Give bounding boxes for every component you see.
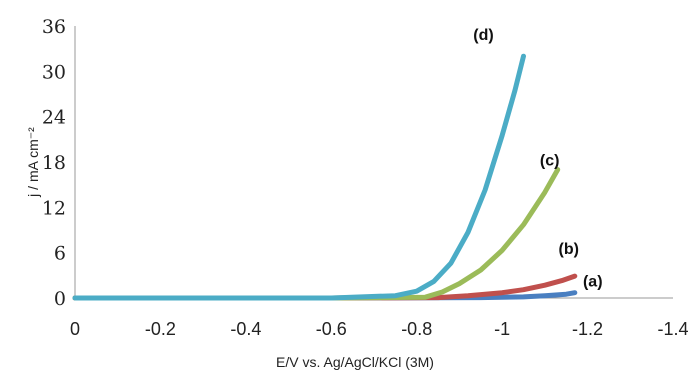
x-axis-title: E/V vs. Ag/AgCl/KCl (3M): [276, 354, 434, 370]
series-label-d: (d): [473, 27, 493, 44]
y-tick-label: 30: [42, 61, 66, 83]
series-line-b: [72, 273, 578, 301]
series-line-d: [72, 53, 526, 301]
x-ticks: 0 -0.2 -0.4 -0.6 -0.8 -1 -1.2 -1.4: [70, 319, 688, 339]
x-tick-label: -0.8: [401, 319, 432, 339]
x-tick-label: -0.6: [316, 319, 347, 339]
y-tick-label: 36: [42, 16, 66, 38]
y-tick-label: 6: [54, 243, 66, 265]
x-tick-label: 0: [70, 319, 80, 339]
y-tick-label: 0: [54, 288, 66, 310]
x-tick-label: -0.2: [145, 319, 176, 339]
series-label-a: (a): [583, 274, 603, 291]
y-axis-title: j / mA cm⁻²: [25, 127, 41, 198]
series-label-b: (b): [559, 241, 579, 258]
x-tick-label: -1.2: [572, 319, 603, 339]
y-ticks: 0 6 12 18 24 30 36: [42, 16, 66, 310]
x-tick-label: -1.4: [657, 319, 688, 339]
x-tick-label: -1: [494, 319, 510, 339]
series-layer: (a)(b) (c) (d): [72, 27, 603, 301]
series-label-c: (c): [540, 153, 560, 170]
y-tick-label: 18: [42, 152, 66, 174]
axes: [74, 26, 673, 299]
y-tick-label: 24: [42, 107, 66, 129]
x-tick-label: -0.4: [230, 319, 261, 339]
y-tick-label: 12: [42, 197, 66, 219]
